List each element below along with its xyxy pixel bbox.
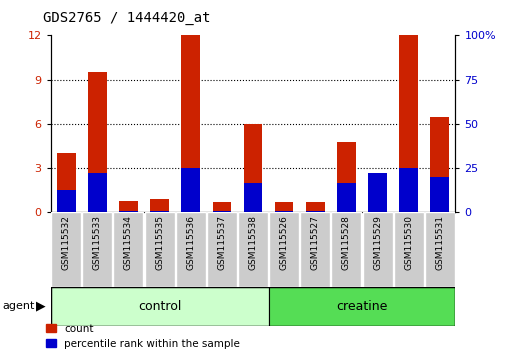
Bar	[119, 211, 137, 212]
Text: GSM115531: GSM115531	[434, 215, 443, 270]
Bar	[398, 168, 417, 212]
Bar	[336, 183, 355, 212]
Text: GSM115529: GSM115529	[372, 215, 381, 269]
FancyBboxPatch shape	[144, 212, 174, 287]
Text: GSM115533: GSM115533	[92, 215, 102, 270]
Text: GSM115530: GSM115530	[403, 215, 413, 270]
Bar	[243, 183, 262, 212]
Text: GSM115528: GSM115528	[341, 215, 350, 269]
Text: GDS2765 / 1444420_at: GDS2765 / 1444420_at	[42, 11, 210, 25]
Text: GSM115526: GSM115526	[279, 215, 288, 269]
FancyBboxPatch shape	[113, 212, 143, 287]
FancyBboxPatch shape	[237, 212, 268, 287]
Bar	[306, 202, 324, 212]
Text: GSM115538: GSM115538	[248, 215, 257, 270]
Text: control: control	[138, 300, 181, 313]
FancyBboxPatch shape	[207, 212, 236, 287]
Legend: count, percentile rank within the sample: count, percentile rank within the sample	[45, 324, 240, 349]
Bar	[274, 202, 293, 212]
Bar	[119, 201, 137, 212]
Text: GSM115535: GSM115535	[155, 215, 164, 270]
Bar	[368, 183, 386, 212]
Bar	[181, 168, 199, 212]
FancyBboxPatch shape	[424, 212, 454, 287]
Text: GSM115537: GSM115537	[217, 215, 226, 270]
FancyBboxPatch shape	[50, 287, 268, 326]
Bar	[57, 190, 75, 212]
Bar	[88, 172, 107, 212]
Text: agent: agent	[3, 301, 35, 311]
Bar	[306, 211, 324, 212]
FancyBboxPatch shape	[269, 212, 298, 287]
Bar	[430, 116, 448, 212]
FancyBboxPatch shape	[362, 212, 392, 287]
Bar	[336, 142, 355, 212]
Bar	[243, 124, 262, 212]
Bar	[212, 211, 231, 212]
FancyBboxPatch shape	[331, 212, 361, 287]
Bar	[181, 35, 199, 212]
FancyBboxPatch shape	[300, 212, 330, 287]
Text: GSM115536: GSM115536	[186, 215, 195, 270]
Bar	[274, 211, 293, 212]
FancyBboxPatch shape	[268, 287, 454, 326]
Bar	[150, 199, 169, 212]
FancyBboxPatch shape	[82, 212, 112, 287]
FancyBboxPatch shape	[393, 212, 423, 287]
Text: ▶: ▶	[36, 300, 46, 313]
Bar	[57, 153, 75, 212]
Bar	[212, 202, 231, 212]
Text: GSM115534: GSM115534	[124, 215, 133, 269]
Text: GSM115532: GSM115532	[62, 215, 71, 269]
Bar	[368, 172, 386, 212]
FancyBboxPatch shape	[51, 212, 81, 287]
Text: creatine: creatine	[336, 300, 387, 313]
Text: GSM115527: GSM115527	[310, 215, 319, 269]
Bar	[150, 211, 169, 212]
Bar	[430, 177, 448, 212]
Bar	[88, 72, 107, 212]
Bar	[398, 35, 417, 212]
FancyBboxPatch shape	[175, 212, 205, 287]
